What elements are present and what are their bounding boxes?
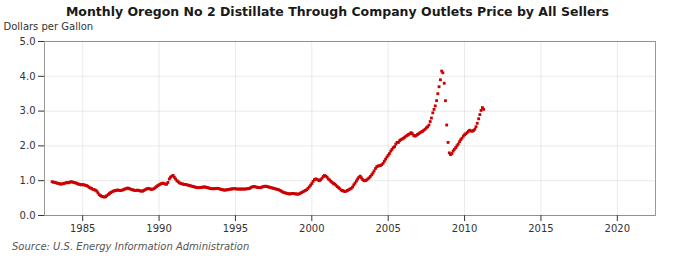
svg-text:1990: 1990 bbox=[146, 223, 171, 234]
svg-text:1995: 1995 bbox=[223, 223, 248, 234]
svg-text:1985: 1985 bbox=[70, 223, 95, 234]
svg-text:2.0: 2.0 bbox=[20, 140, 36, 151]
svg-text:2020: 2020 bbox=[605, 223, 630, 234]
html-text:Monthly Oregon No 2 Distillate: Monthly Oregon No 2 Distillate Through C… bbox=[65, 4, 610, 19]
svg-text:0.0: 0.0 bbox=[20, 210, 36, 221]
svg-text:2010: 2010 bbox=[452, 223, 477, 234]
svg-text:2015: 2015 bbox=[528, 223, 553, 234]
svg-text:1.0: 1.0 bbox=[20, 175, 36, 186]
svg-text:2000: 2000 bbox=[299, 223, 324, 234]
svg-text:3.0: 3.0 bbox=[20, 105, 36, 116]
svg-text:Dollars per Gallon: Dollars per Gallon bbox=[4, 21, 94, 32]
svg-text:5.0: 5.0 bbox=[20, 36, 36, 47]
svg-text:2005: 2005 bbox=[375, 223, 400, 234]
svg-text:4.0: 4.0 bbox=[20, 71, 36, 82]
html-text:Source: U.S. Energy Informatio: Source: U.S. Energy Information Administ… bbox=[12, 241, 250, 252]
